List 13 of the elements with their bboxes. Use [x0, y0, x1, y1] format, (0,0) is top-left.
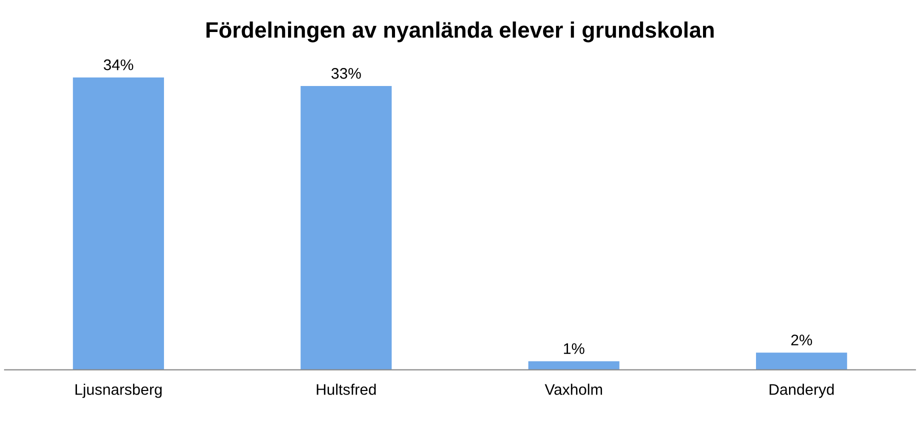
bar — [528, 361, 620, 370]
data-label: 33% — [331, 68, 361, 79]
bar — [756, 352, 848, 370]
bar — [72, 77, 164, 370]
x-tick-label: Vaxholm — [544, 384, 602, 395]
x-tick-label: Hultsfred — [316, 384, 376, 395]
x-tick-label: Danderyd — [770, 384, 834, 398]
data-label: 34% — [104, 59, 134, 70]
bar — [300, 86, 392, 370]
data-label: 2% — [791, 334, 812, 346]
x-tick-label: Ljusnarsberg — [76, 384, 162, 398]
data-label: 1% — [564, 343, 584, 354]
chart-title: Fördelningen av nyanlända elever i grundskolan — [206, 22, 714, 42]
